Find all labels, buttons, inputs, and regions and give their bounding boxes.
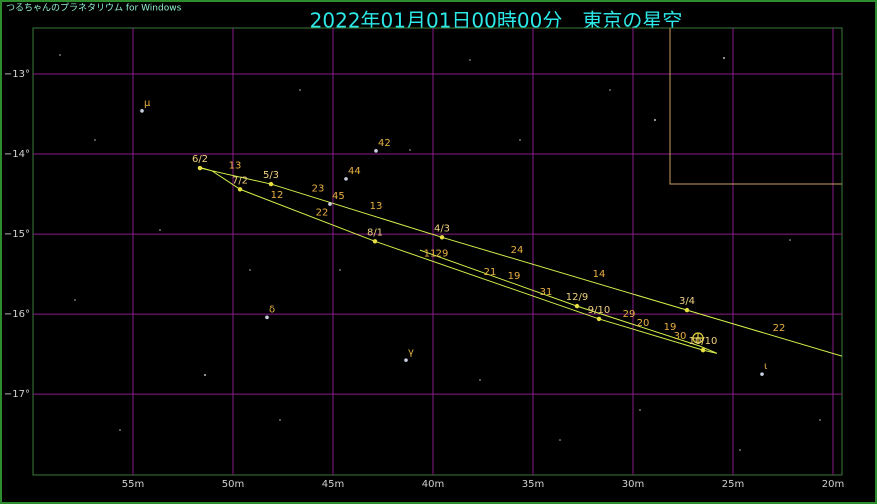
star-label: γ <box>408 347 414 358</box>
date-point <box>700 347 706 353</box>
constellation-boundary <box>669 28 842 185</box>
x-tick-label: 20m <box>822 479 844 490</box>
x-tick-label: 50m <box>222 479 244 490</box>
star <box>344 177 348 181</box>
day-label: 22 <box>773 323 786 334</box>
day-label: 29 <box>436 248 449 259</box>
day-label: 19 <box>508 271 521 282</box>
star-label: 44 <box>348 166 361 177</box>
date-label: 5/3 <box>263 170 279 181</box>
faint-stars <box>59 54 821 451</box>
day-label: 24 <box>511 245 524 256</box>
star <box>760 372 764 376</box>
y-tick-label: −15° <box>4 229 30 240</box>
date-label: 6/2 <box>192 154 208 165</box>
star <box>328 202 332 206</box>
day-label: 31 <box>540 287 553 298</box>
x-tick-label: 55m <box>122 479 144 490</box>
date-point <box>439 235 445 240</box>
date-point <box>268 181 274 187</box>
y-tick-label: −14° <box>4 149 30 160</box>
x-tick-label: 30m <box>622 479 644 490</box>
day-label: 13 <box>370 201 383 212</box>
date-point <box>574 303 580 309</box>
date-point <box>596 316 602 322</box>
day-label: 11 <box>424 248 437 259</box>
y-tick-label: −17° <box>4 389 30 400</box>
app-title: つるちゃんのプラネタリウム for Windows <box>6 3 182 14</box>
star-label: μ <box>144 98 151 109</box>
x-tick-label: 25m <box>722 479 744 490</box>
date-label: 8/1 <box>367 227 383 238</box>
day-label: 14 <box>593 269 606 280</box>
star <box>140 109 144 113</box>
y-tick-label: −16° <box>4 309 30 320</box>
day-label: 12 <box>271 190 284 201</box>
date-label: 4/3 <box>434 223 450 234</box>
day-label: 20 <box>637 318 650 329</box>
star-label: 42 <box>378 138 391 149</box>
date-label: 10/10 <box>689 336 718 347</box>
day-label: 30 <box>674 331 687 342</box>
y-tick-label: −13° <box>4 69 30 80</box>
day-label: 19 <box>664 322 677 333</box>
day-label: 13 <box>229 160 242 171</box>
star-label: δ <box>269 304 275 315</box>
star-label: ι <box>764 361 768 372</box>
date-point <box>684 307 690 313</box>
x-tick-label: 45m <box>322 479 344 490</box>
date-point <box>237 187 243 192</box>
x-tick-label: 35m <box>522 479 544 490</box>
star <box>265 315 269 320</box>
plot-area <box>32 27 843 476</box>
day-label: 23 <box>312 183 325 194</box>
date-point <box>197 165 203 171</box>
date-point <box>372 239 378 244</box>
star <box>404 358 408 362</box>
star-label: 45 <box>332 191 345 202</box>
day-label: 22 <box>316 207 329 218</box>
date-label: 3/4 <box>679 296 695 307</box>
date-label: 7/2 <box>232 175 248 186</box>
date-label: 9/10 <box>588 305 610 316</box>
planet-symbol <box>692 332 704 344</box>
day-label: 21 <box>484 267 497 278</box>
x-tick-label: 40m <box>422 479 444 490</box>
date-label: 12/9 <box>566 292 588 303</box>
star <box>374 149 378 153</box>
day-label: 29 <box>623 309 636 320</box>
